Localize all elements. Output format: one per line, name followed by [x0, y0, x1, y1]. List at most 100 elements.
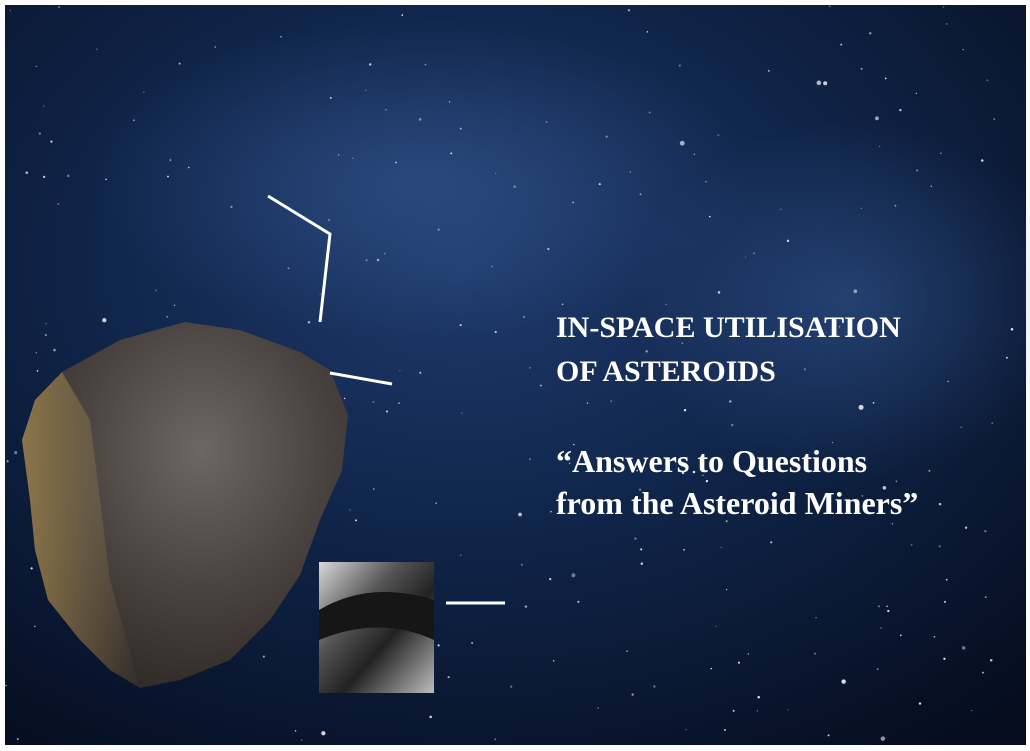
- star: [287, 267, 289, 269]
- star: [460, 128, 462, 130]
- star: [386, 411, 388, 413]
- star: [815, 617, 817, 619]
- star: [683, 549, 685, 551]
- star: [96, 49, 97, 50]
- star: [385, 109, 387, 111]
- subtitle-line: from the Asteroid Miners”: [556, 485, 918, 521]
- star: [230, 206, 232, 208]
- star: [753, 252, 755, 254]
- title-line: OF ASTEROIDS: [556, 355, 776, 388]
- star: [495, 173, 496, 174]
- star: [757, 710, 758, 711]
- star: [829, 5, 831, 7]
- subtitle-line: “Answers to Questions: [556, 443, 867, 479]
- star: [401, 14, 403, 16]
- star: [757, 696, 760, 699]
- star: [943, 6, 945, 8]
- star: [550, 511, 552, 513]
- star: [597, 707, 598, 708]
- star: [947, 381, 948, 382]
- star: [587, 402, 588, 403]
- star: [860, 68, 862, 70]
- star: [899, 109, 901, 111]
- star: [529, 458, 531, 460]
- star: [887, 610, 889, 612]
- star: [460, 324, 462, 326]
- star: [733, 710, 735, 712]
- star: [344, 398, 346, 400]
- star: [647, 31, 648, 32]
- star: [372, 401, 374, 403]
- star: [263, 655, 265, 657]
- star: [295, 730, 297, 732]
- star: [133, 119, 135, 121]
- star: [398, 402, 400, 404]
- star: [514, 185, 516, 187]
- star: [982, 672, 984, 674]
- star: [731, 424, 733, 426]
- star: [928, 470, 930, 472]
- star: [630, 171, 632, 173]
- star: [338, 154, 339, 155]
- star: [626, 650, 628, 652]
- star: [880, 627, 881, 628]
- star: [167, 176, 169, 178]
- title-line: IN-SPACE UTILISATION: [556, 311, 901, 344]
- star: [946, 579, 948, 581]
- star: [301, 740, 302, 741]
- star: [981, 159, 984, 162]
- star: [787, 709, 788, 710]
- star: [869, 32, 871, 34]
- star: [377, 259, 379, 261]
- star: [546, 121, 548, 123]
- star: [280, 36, 282, 38]
- star: [1011, 328, 1014, 331]
- star: [804, 368, 806, 370]
- star: [780, 208, 782, 210]
- star: [17, 738, 19, 740]
- star: [770, 541, 772, 543]
- star: [940, 153, 941, 154]
- star: [861, 208, 862, 209]
- star: [330, 97, 332, 99]
- star: [102, 318, 106, 322]
- star: [705, 181, 707, 183]
- star: [352, 158, 353, 159]
- star: [678, 64, 680, 66]
- star: [419, 118, 422, 121]
- star: [321, 731, 325, 735]
- star: [419, 372, 421, 374]
- star: [50, 141, 52, 143]
- star: [525, 605, 527, 607]
- star: [373, 488, 375, 490]
- star: [962, 49, 963, 50]
- star: [174, 304, 176, 306]
- star: [36, 66, 37, 67]
- star: [308, 321, 311, 324]
- star: [911, 544, 913, 546]
- star: [571, 573, 575, 577]
- star: [355, 519, 357, 521]
- star: [365, 89, 367, 91]
- star: [610, 400, 612, 402]
- star: [971, 710, 972, 711]
- star: [943, 658, 945, 660]
- star: [57, 203, 59, 205]
- star: [729, 400, 731, 402]
- star: [711, 668, 712, 669]
- star: [319, 293, 320, 294]
- star: [993, 118, 995, 120]
- star: [646, 350, 648, 352]
- star: [916, 169, 918, 171]
- star: [717, 134, 719, 136]
- star: [680, 141, 685, 146]
- star: [991, 422, 993, 424]
- star: [491, 265, 493, 267]
- star: [931, 186, 932, 187]
- star: [853, 289, 857, 293]
- star: [549, 578, 551, 580]
- star: [694, 154, 695, 155]
- star: [879, 146, 880, 147]
- star: [170, 159, 172, 161]
- star: [886, 605, 888, 607]
